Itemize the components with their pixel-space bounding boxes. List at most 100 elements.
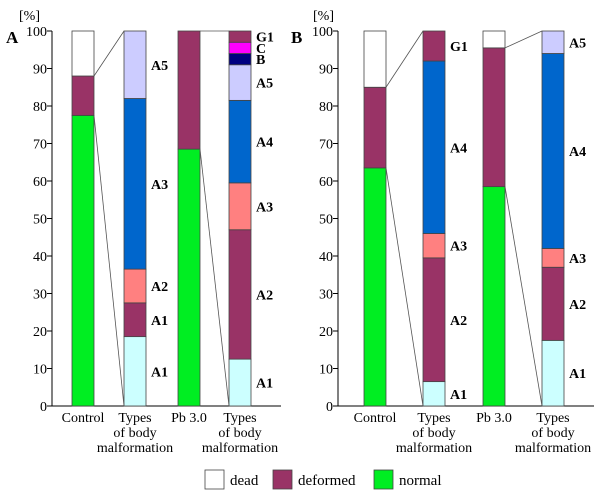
y-tick-label: 30 [319, 288, 333, 303]
y-axis-unit: [%] [19, 9, 40, 24]
bar-segment-A4 [541, 53, 565, 249]
y-tick-label: 0 [326, 400, 333, 415]
segment-label: A3 [569, 252, 586, 267]
y-tick-label: 60 [319, 175, 333, 190]
y-tick-label: 70 [33, 138, 47, 153]
segment-label: G1 [256, 31, 274, 46]
legend-swatch-dead [204, 469, 225, 490]
panel-B: B [%] 0 10 20 30 40 50 60 70 80 90 100 Control A1 A2 A3 A… [291, 9, 594, 456]
bar-segment-A5 [123, 30, 147, 99]
connector-line [504, 30, 543, 49]
x-tick-label: Control [62, 411, 105, 426]
segment-label: A4 [256, 136, 273, 151]
segment-label: A1 [450, 388, 467, 403]
segment-label: B [256, 53, 265, 68]
x-tick-label: Types of body malformation [97, 411, 173, 456]
bar-segment-dead [71, 30, 95, 77]
bar-segment-A1 [228, 358, 252, 407]
bar-segment-A2 [422, 257, 446, 383]
y-tick-label: 90 [33, 63, 47, 78]
y-tick-label: 40 [33, 250, 47, 265]
bar-segment-C [228, 41, 252, 54]
segment-label: A2 [569, 298, 586, 313]
bar-segment-A3 [228, 182, 252, 231]
bar-segment-dead [482, 30, 506, 49]
panel-A: A[%] 0 10 20 30 40 50 60 70 80 90 100 Control A1 A1 A2 A… [6, 9, 281, 456]
bar-segment-A3 [422, 233, 446, 259]
bar-segment-deformed [71, 75, 95, 116]
legend-label-dead: dead [230, 473, 259, 489]
x-tick-label: Pb 3.0 [476, 411, 512, 426]
y-tick-label: 90 [319, 63, 333, 78]
segment-label: A5 [151, 59, 168, 74]
connector-line [504, 186, 543, 407]
segment-label: A1 [151, 365, 168, 380]
y-tick-label: 30 [33, 288, 47, 303]
segment-label: A2 [151, 280, 168, 295]
segment-label: A3 [256, 200, 273, 215]
y-tick-label: 100 [26, 25, 47, 40]
bar-segment-A4 [228, 99, 252, 184]
bar-segment-A2 [228, 229, 252, 360]
segment-label: A3 [450, 240, 467, 255]
bar-segment-A5 [541, 30, 565, 54]
bar-segment-A4 [422, 60, 446, 234]
legend-swatch-deformed [272, 469, 293, 490]
segment-label: A1 [256, 377, 273, 392]
y-tick-label: 10 [319, 363, 333, 378]
bar-segment-B [228, 53, 252, 66]
bar-segment-deformed [177, 30, 201, 150]
x-tick-label: Pb 3.0 [171, 411, 207, 426]
legend: dead deformed normal [204, 469, 442, 490]
bar-segment-A1 [422, 381, 446, 407]
x-tick-label: Types of body malformation [515, 411, 591, 456]
segment-label: A3 [151, 178, 168, 193]
x-tick-label: Types of body malformation [202, 411, 278, 456]
y-tick-label: 10 [33, 363, 47, 378]
segment-label: A2 [256, 288, 273, 303]
connector-line [385, 30, 424, 88]
bar-segment-A4 [123, 98, 147, 270]
segment-label: A4 [450, 141, 467, 156]
bar-segment-G1 [422, 30, 446, 62]
segment-label: A2 [450, 314, 467, 329]
segment-label: C [256, 42, 266, 57]
segment-label: A4 [569, 145, 586, 160]
panel-label-B: B [291, 28, 302, 47]
y-tick-label: 0 [40, 400, 47, 415]
segment-label: G1 [450, 40, 468, 55]
connector-line [199, 149, 230, 407]
bar-segment-G1 [228, 30, 252, 43]
bar-segment-normal [482, 186, 506, 407]
y-tick-label: 80 [319, 100, 333, 115]
y-tick-label: 20 [319, 325, 333, 340]
legend-swatch-normal [373, 469, 394, 490]
segment-label: A5 [569, 36, 586, 51]
y-tick-label: 50 [33, 213, 47, 228]
x-tick-label: Control [354, 411, 397, 426]
connector-line [93, 30, 125, 77]
bar-segment-deformed [482, 47, 506, 188]
bar-segment-A3 [123, 268, 147, 304]
y-tick-label: 80 [33, 100, 47, 115]
y-axis-unit: [%] [313, 9, 334, 24]
legend-label-deformed: deformed [298, 473, 356, 489]
x-tick-label: Types of body malformation [396, 411, 472, 456]
bar-segment-A2 [541, 266, 565, 341]
legend-label-normal: normal [399, 473, 442, 489]
bar-segment-A1 [123, 336, 147, 407]
y-tick-label: 40 [319, 250, 333, 265]
bar-segment-normal [177, 148, 201, 407]
segment-label: A1 [151, 314, 168, 329]
segment-label: A5 [256, 77, 273, 92]
bar-segment-A3 [541, 248, 565, 268]
bar-segment-deformed [363, 86, 387, 169]
y-tick-label: 100 [312, 25, 333, 40]
bar-segment-dead [363, 30, 387, 88]
y-tick-label: 20 [33, 325, 47, 340]
bar-segment-normal [363, 167, 387, 407]
y-tick-label: 60 [33, 175, 47, 190]
y-tick-label: 70 [319, 138, 333, 153]
connector-line [93, 115, 125, 407]
